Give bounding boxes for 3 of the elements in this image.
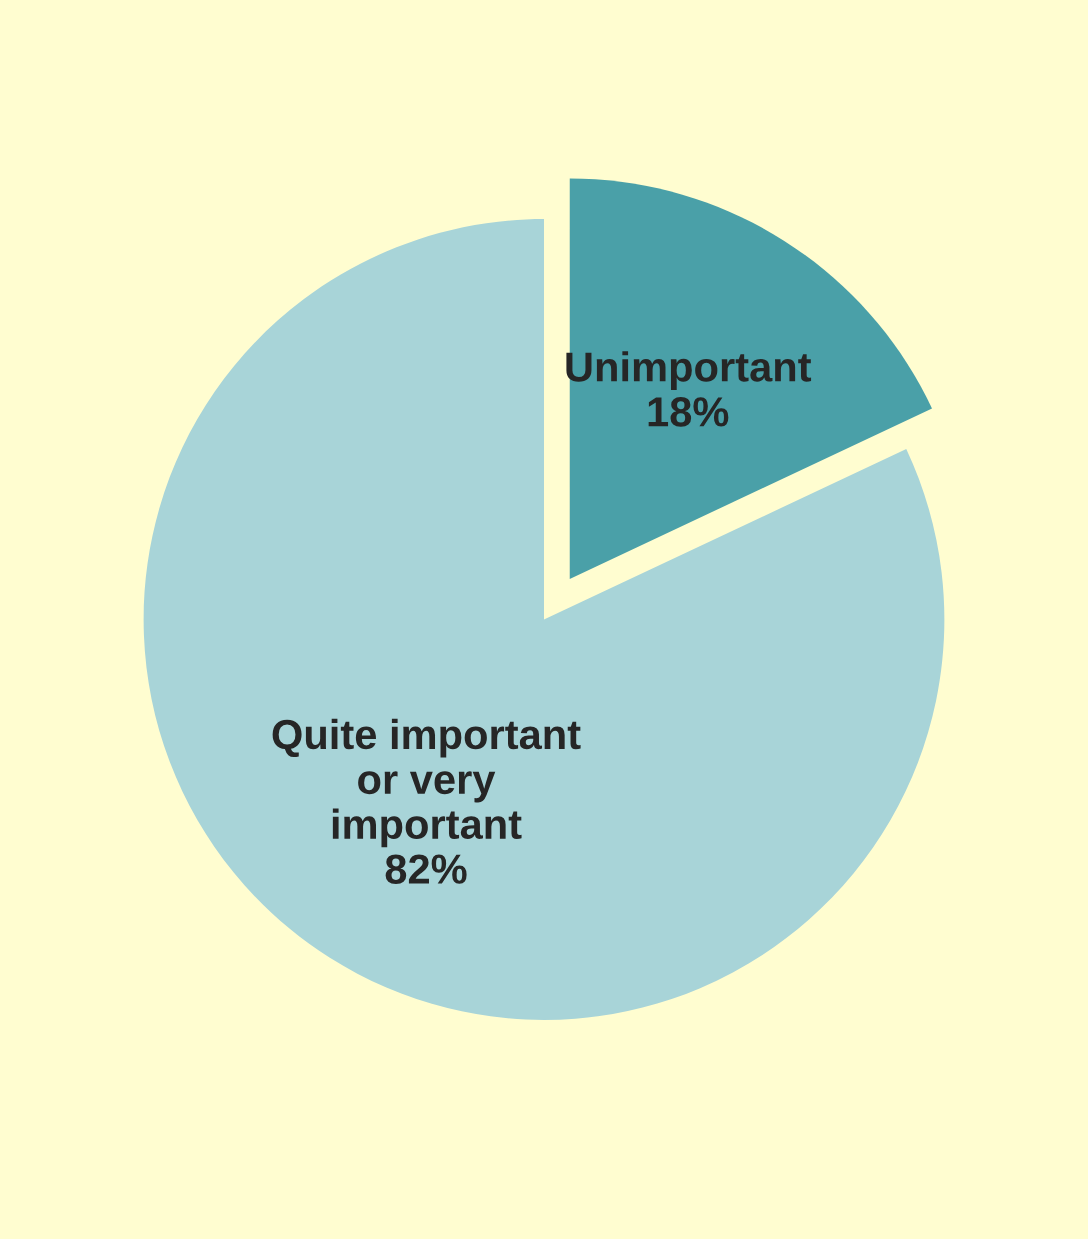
slice-label: Quite important or very important <box>272 718 581 848</box>
data-label: 18% <box>648 397 729 427</box>
data-label: 82% <box>385 854 467 884</box>
